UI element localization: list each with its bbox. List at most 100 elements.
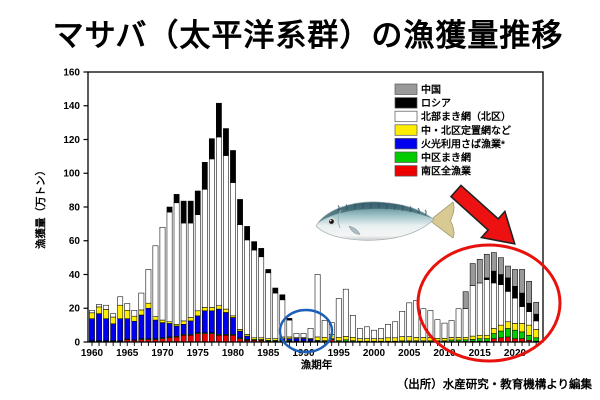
bar-segment — [469, 263, 476, 286]
bar-segment — [526, 311, 532, 326]
fish-tail — [430, 201, 455, 239]
x-tick-label: 2005 — [398, 348, 421, 359]
x-tick-label: 2000 — [363, 348, 386, 359]
bar-segment — [216, 334, 222, 343]
bar-segment — [519, 331, 525, 339]
legend: 中国ロシア北部まき網（北区）中・北区定置網など火光利用さば漁業*中区まき網南区全… — [394, 83, 511, 178]
x-tick-label: 1995 — [328, 348, 351, 359]
bar-segment — [512, 329, 518, 339]
bar-segment — [194, 310, 201, 317]
bar-segment — [110, 316, 117, 325]
bar-segment — [194, 315, 201, 333]
bar-segment — [490, 282, 497, 329]
bar-segment — [455, 308, 462, 338]
bar-segment — [201, 189, 208, 308]
bar-segment — [321, 336, 328, 341]
bar-segment — [335, 336, 342, 341]
recent-years-highlight-circle — [416, 243, 562, 363]
y-axis-label: 漁獲量（万トン） — [34, 165, 47, 249]
bar-segment — [244, 239, 250, 335]
bar-segment — [378, 338, 384, 342]
bar-segment — [180, 320, 187, 325]
y-tick-label: 100 — [63, 169, 80, 180]
bar-segment — [385, 337, 391, 342]
bar-segment — [476, 338, 483, 342]
legend-label: 北部まき網（北区） — [421, 110, 511, 123]
x-tick-label: 1975 — [187, 348, 210, 359]
bar-segment — [138, 309, 145, 316]
bar-segment — [462, 308, 469, 338]
bar-segment — [145, 269, 152, 304]
bar-segment — [110, 313, 117, 318]
bar-segment — [349, 336, 356, 341]
bar-segment — [187, 334, 194, 343]
bar-segment — [314, 274, 321, 338]
bar-segment — [462, 336, 469, 341]
bar-segment — [476, 259, 483, 284]
x-tick-label: 1985 — [257, 348, 280, 359]
bar-segment — [519, 306, 525, 324]
bar-segment — [342, 336, 349, 341]
bar-segment — [208, 310, 215, 333]
bar-segment — [476, 334, 483, 339]
x-axis-label: 漁期年 — [301, 358, 333, 371]
bar-segment — [194, 214, 201, 312]
bar-segment — [173, 336, 180, 343]
bar-segment — [293, 333, 300, 338]
bar-segment — [103, 304, 109, 310]
bar-segment — [476, 282, 483, 336]
bar-segment — [293, 338, 300, 342]
bar-segment — [145, 302, 152, 309]
bar-segment — [441, 322, 448, 339]
bar-segment — [469, 335, 476, 340]
bar-segment — [117, 304, 124, 319]
bar-segment — [208, 158, 215, 308]
bar-segment — [166, 323, 173, 338]
legend-swatch — [394, 151, 418, 163]
bar-segment — [103, 309, 109, 319]
bar-segment — [187, 222, 194, 318]
x-tick-label: 1965 — [116, 348, 139, 359]
bar-segment — [159, 319, 166, 323]
bar-segment — [138, 292, 145, 311]
bar-segment — [223, 128, 229, 156]
bar-segment — [314, 336, 321, 341]
bar-segment — [392, 321, 399, 339]
bar-segment — [392, 337, 399, 342]
bar-segment — [251, 249, 258, 339]
bar-segment — [371, 338, 377, 342]
bar-segment — [378, 328, 384, 339]
bar-segment — [364, 326, 370, 339]
source-credit: （出所）水産研究・教育機構より編集 — [397, 377, 593, 391]
fish-eye-highlight — [329, 219, 332, 222]
bar-segment — [406, 302, 413, 337]
bar-segment — [448, 320, 455, 338]
bar-segment — [237, 199, 243, 225]
bar-segment — [131, 315, 138, 322]
bar-segment — [208, 307, 215, 312]
legend-label: 中区まき網 — [421, 151, 471, 164]
bar-segment — [483, 338, 490, 342]
bar-segment — [89, 312, 95, 319]
bar-segment — [180, 222, 187, 322]
bar-segment — [406, 336, 413, 342]
bar-segment — [96, 313, 102, 341]
bar-segment — [124, 303, 131, 311]
y-tick-label: 120 — [63, 135, 80, 146]
bar-segment — [357, 338, 363, 342]
legend-swatch — [394, 97, 418, 109]
y-tick-label: 160 — [63, 67, 80, 78]
legend-label: ロシア — [421, 98, 451, 110]
bar-segment — [349, 315, 356, 338]
bar-segment — [187, 317, 194, 322]
bar-segment — [230, 182, 236, 317]
bar-segment — [498, 324, 504, 332]
bar-segment — [483, 253, 490, 279]
bar-segment — [364, 338, 370, 342]
bar-segment — [490, 328, 497, 334]
bar-segment — [131, 320, 138, 341]
bar-segment — [279, 294, 286, 301]
bar-segment — [131, 309, 138, 317]
bar-segment — [173, 194, 180, 204]
bar-segment — [335, 298, 342, 338]
